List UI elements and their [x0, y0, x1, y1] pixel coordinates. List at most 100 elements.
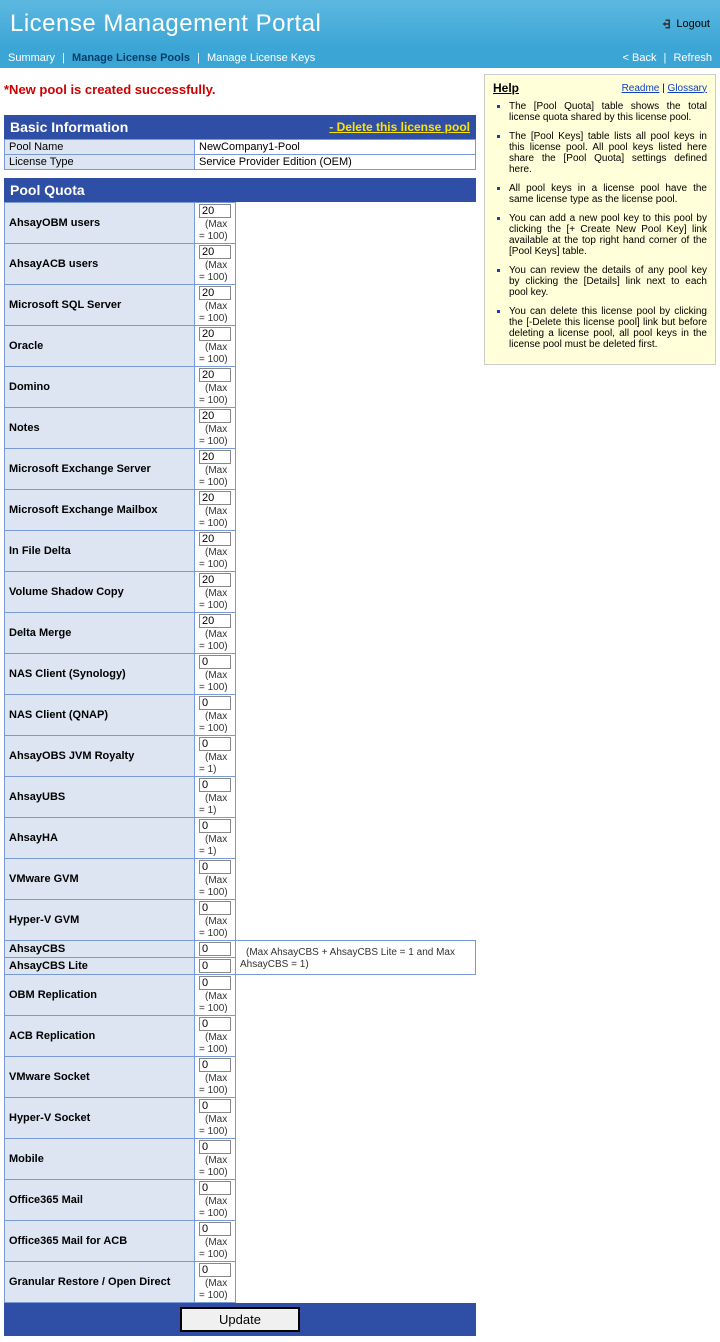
quota-max: (Max = 100) [199, 260, 228, 283]
quota-input[interactable] [199, 204, 231, 218]
quota-value-cell: (Max = 100) [195, 695, 236, 736]
quota-input[interactable] [199, 901, 231, 915]
nav-refresh[interactable]: Refresh [673, 52, 712, 64]
quota-input[interactable] [199, 1263, 231, 1277]
quota-label: NAS Client (QNAP) [5, 695, 195, 736]
quota-value-cell: (Max = 100) [195, 613, 236, 654]
nav-keys[interactable]: Manage License Keys [207, 52, 315, 64]
quota-value-cell: (Max = 1) [195, 736, 236, 777]
quota-value-cell: (Max = 100) [195, 244, 236, 285]
quota-input[interactable] [199, 737, 231, 751]
quota-label: AhsayACB users [5, 244, 195, 285]
help-item-text: The [Pool Quota] table shows the total l… [509, 101, 707, 123]
quota-label: Office365 Mail [5, 1180, 195, 1221]
quota-max: (Max = 100) [199, 1114, 228, 1137]
quota-input[interactable] [199, 959, 231, 973]
pool-name-value: NewCompany1-Pool [195, 140, 476, 155]
help-item: You can add a new pool key to this pool … [509, 213, 707, 257]
nav-summary[interactable]: Summary [8, 52, 55, 64]
quota-input[interactable] [199, 819, 231, 833]
quota-row: Volume Shadow Copy(Max = 100) [5, 572, 476, 613]
quota-value-cell: (Max = 100) [195, 1057, 236, 1098]
readme-link[interactable]: Readme [622, 83, 660, 94]
quota-input[interactable] [199, 450, 231, 464]
basic-info-table: Pool Name NewCompany1-Pool License Type … [4, 139, 476, 170]
quota-max: (Max = 100) [199, 424, 228, 447]
quota-max: (Max = 100) [199, 506, 228, 529]
quota-input[interactable] [199, 1140, 231, 1154]
nav-pools[interactable]: Manage License Pools [72, 52, 190, 64]
nav-back[interactable]: < Back [623, 52, 657, 64]
quota-max: (Max = 100) [199, 465, 228, 488]
quota-label: Granular Restore / Open Direct [5, 1262, 195, 1303]
quota-value-cell: (Max = 100) [195, 900, 236, 941]
nav-sep: | [664, 52, 667, 64]
quota-row: AhsayCBS(Max AhsayCBS + AhsayCBS Lite = … [5, 941, 476, 958]
quota-row: AhsayOBM users(Max = 100) [5, 203, 476, 244]
quota-max: (Max = 100) [199, 711, 228, 734]
quota-input[interactable] [199, 1181, 231, 1195]
quota-value-cell: (Max = 100) [195, 490, 236, 531]
header: License Management Portal Logout [0, 0, 720, 48]
quota-label: Domino [5, 367, 195, 408]
quota-input[interactable] [199, 573, 231, 587]
quota-row: NAS Client (QNAP)(Max = 100) [5, 695, 476, 736]
quota-value-cell: (Max = 100) [195, 326, 236, 367]
quota-value-cell: (Max = 100) [195, 1180, 236, 1221]
quota-label: AhsayOBM users [5, 203, 195, 244]
help-item: You can delete this license pool by clic… [509, 306, 707, 350]
quota-input[interactable] [199, 1017, 231, 1031]
glossary-link[interactable]: Glossary [668, 83, 707, 94]
quota-row: NAS Client (Synology)(Max = 100) [5, 654, 476, 695]
quota-row: Notes(Max = 100) [5, 408, 476, 449]
quota-value-cell: (Max = 100) [195, 1221, 236, 1262]
quota-input[interactable] [199, 327, 231, 341]
quota-input[interactable] [199, 976, 231, 990]
quota-label: VMware GVM [5, 859, 195, 900]
quota-row: Hyper-V Socket(Max = 100) [5, 1098, 476, 1139]
quota-max: (Max = 100) [199, 383, 228, 406]
quota-max: (Max = 100) [199, 991, 228, 1014]
quota-input[interactable] [199, 286, 231, 300]
quota-value-cell: (Max = 100) [195, 203, 236, 244]
pool-name-label: Pool Name [5, 140, 195, 155]
quota-input[interactable] [199, 1058, 231, 1072]
logout-link[interactable]: Logout [661, 18, 710, 30]
quota-input[interactable] [199, 245, 231, 259]
quota-input[interactable] [199, 491, 231, 505]
quota-input[interactable] [199, 409, 231, 423]
quota-max: (Max = 100) [199, 1073, 228, 1096]
quota-input[interactable] [199, 1099, 231, 1113]
license-type-value: Service Provider Edition (OEM) [195, 155, 476, 170]
quota-label: Hyper-V Socket [5, 1098, 195, 1139]
quota-max: (Max = 1) [199, 793, 227, 816]
quota-value-cell: (Max = 100) [195, 449, 236, 490]
update-row: Update [4, 1303, 476, 1336]
basic-info-title: Basic Information [10, 119, 128, 135]
quota-input[interactable] [199, 368, 231, 382]
update-button[interactable]: Update [180, 1307, 300, 1332]
quota-label: Microsoft Exchange Server [5, 449, 195, 490]
quota-input[interactable] [199, 942, 231, 956]
quota-value-cell: (Max = 100) [195, 1262, 236, 1303]
quota-input[interactable] [199, 532, 231, 546]
basic-info-header: Basic Information - Delete this license … [4, 115, 476, 139]
delete-pool-link[interactable]: - Delete this license pool [329, 120, 470, 134]
help-item-text: You can delete this license pool by clic… [509, 306, 707, 350]
quota-label: Volume Shadow Copy [5, 572, 195, 613]
quota-row: Domino(Max = 100) [5, 367, 476, 408]
quota-max: (Max = 100) [199, 588, 228, 611]
quota-input[interactable] [199, 696, 231, 710]
quota-input[interactable] [199, 614, 231, 628]
quota-max: (Max = 100) [199, 219, 228, 242]
quota-value-cell: (Max = 100) [195, 408, 236, 449]
quota-max: (Max = 1) [199, 752, 227, 775]
pool-quota-table: AhsayOBM users(Max = 100)AhsayACB users(… [4, 202, 476, 1303]
quota-input[interactable] [199, 655, 231, 669]
quota-label: Mobile [5, 1139, 195, 1180]
help-panel: Help Readme | Glossary The [Pool Quota] … [484, 74, 716, 365]
quota-input[interactable] [199, 1222, 231, 1236]
quota-input[interactable] [199, 860, 231, 874]
logout-label: Logout [676, 18, 710, 30]
quota-value-cell: (Max = 100) [195, 1098, 236, 1139]
